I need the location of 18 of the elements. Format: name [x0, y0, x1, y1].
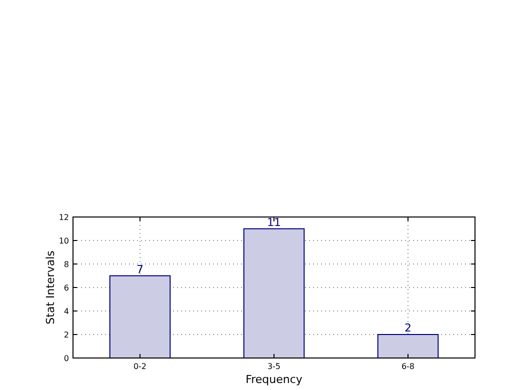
data-label: 11 — [267, 216, 281, 229]
y-axis-title: Stat Intervals — [44, 250, 57, 324]
data-label: 7 — [136, 262, 144, 276]
y-tick-label: 2 — [64, 330, 69, 340]
x-tick-label: 0-2 — [133, 362, 147, 371]
bar — [243, 228, 305, 358]
x-axis-title: Frequency — [246, 373, 303, 386]
bar — [377, 334, 439, 358]
bar — [109, 275, 171, 358]
y-tick-label: 10 — [58, 236, 69, 246]
y-tick-label: 6 — [64, 283, 69, 292]
y-tick-label: 0 — [64, 354, 69, 363]
data-label: 2 — [404, 322, 412, 334]
y-tick-label: 8 — [64, 260, 69, 269]
x-tick-label: 6-8 — [401, 362, 415, 371]
x-tick-label: 3-5 — [267, 362, 281, 371]
y-tick-label: 4 — [64, 306, 69, 316]
y-tick-label: 12 — [58, 212, 69, 222]
